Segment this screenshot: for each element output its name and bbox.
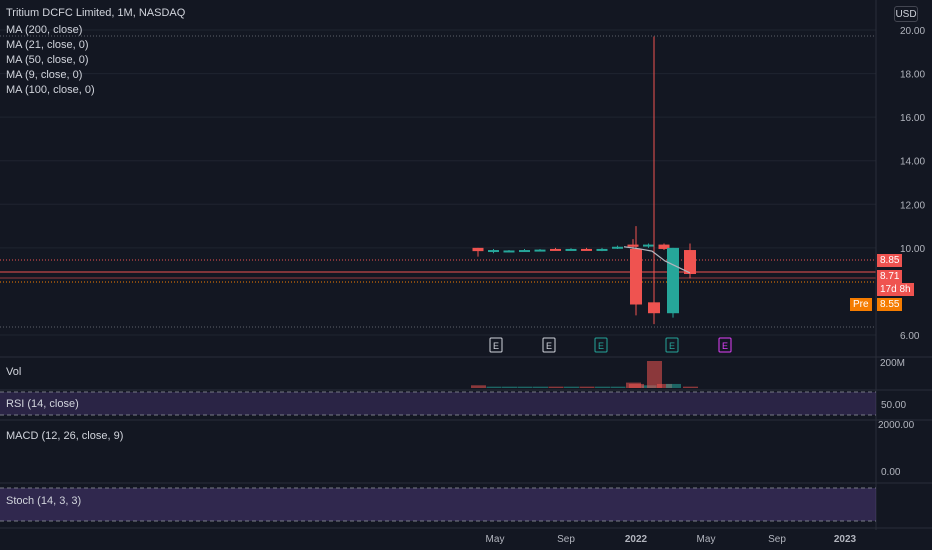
premarket-label: Pre <box>850 298 872 311</box>
vol-pane-label[interactable]: Vol <box>6 366 22 378</box>
premarket-price-tag: 8.55 <box>877 298 903 311</box>
rsi-pane-label[interactable]: RSI (14, close) <box>6 398 79 410</box>
volume-bar <box>647 361 662 388</box>
candle-body <box>667 247 679 314</box>
stoch-band <box>0 488 876 521</box>
volume-bar <box>502 386 517 388</box>
ma-line <box>623 246 691 274</box>
stoch-pane-label[interactable]: Stoch (14, 3, 3) <box>6 495 82 507</box>
x-tick-label: 2023 <box>834 534 857 545</box>
earnings-marker-icon <box>542 337 556 353</box>
currency-button[interactable]: USD <box>894 6 918 22</box>
candle-body <box>503 250 515 253</box>
rsi-axis-label: 50.00 <box>881 400 906 411</box>
candle-body <box>550 248 561 251</box>
x-tick-label: Sep <box>768 534 786 545</box>
candle-body <box>612 246 623 249</box>
volume-bar <box>579 386 595 388</box>
rsi-band <box>0 392 876 415</box>
earnings-marker-label: E <box>546 341 552 351</box>
vol-axis-label: 200M <box>880 358 905 369</box>
macd-pane-label[interactable]: MACD (12, 26, close, 9) <box>6 430 124 442</box>
y-tick-label: 14.00 <box>900 157 925 168</box>
candle-body <box>488 250 499 253</box>
macd-axis-zero: 0.00 <box>881 467 901 478</box>
volume-bar <box>517 386 533 388</box>
earnings-marker-label: E <box>598 341 604 351</box>
candle-body <box>630 248 642 305</box>
volume-bar <box>666 383 681 388</box>
volume-bar <box>657 383 672 388</box>
y-tick-label: 12.00 <box>900 200 925 211</box>
candle-body <box>658 244 670 249</box>
candle-body <box>643 244 654 247</box>
indicator-ma-100[interactable]: MA (100, close, 0) <box>6 84 95 96</box>
volume-bar <box>471 385 486 388</box>
volume-bar <box>548 386 564 388</box>
y-tick-label: 20.00 <box>900 26 925 37</box>
candle-body <box>684 250 696 274</box>
candle-body <box>534 249 546 252</box>
earnings-marker-icon <box>665 337 679 353</box>
earnings-marker-label: E <box>722 341 728 351</box>
candle-body <box>648 302 660 314</box>
last-price-tag: 8.85 <box>877 254 903 267</box>
candle-body <box>596 248 608 251</box>
earnings-marker-label: E <box>669 341 675 351</box>
candle-body <box>519 250 530 253</box>
indicator-ma-9[interactable]: MA (9, close, 0) <box>6 69 83 81</box>
y-tick-label: 6.00 <box>900 331 920 342</box>
volume-bar <box>533 386 548 388</box>
candle-body <box>581 248 592 251</box>
earnings-marker-icon <box>489 337 503 353</box>
volume-bar <box>629 383 644 388</box>
x-tick-label: 2022 <box>625 534 648 545</box>
macd-axis-top: 2000.00 <box>878 420 915 431</box>
x-tick-label: Sep <box>557 534 575 545</box>
indicator-ma-50[interactable]: MA (50, close, 0) <box>6 54 89 66</box>
y-tick-label: 10.00 <box>900 244 925 255</box>
volume-bar <box>610 386 626 388</box>
x-tick-label: May <box>697 534 716 545</box>
volume-bar <box>486 386 502 388</box>
symbol-title[interactable]: Tritium DCFC Limited, 1M, NASDAQ <box>6 7 186 19</box>
indicator-ma-21[interactable]: MA (21, close, 0) <box>6 39 89 51</box>
current-price-tag: 8.71 <box>877 270 903 283</box>
earnings-marker-label: E <box>493 341 499 351</box>
volume-bar <box>595 386 610 388</box>
volume-bar <box>564 386 579 388</box>
indicator-ma-200[interactable]: MA (200, close) <box>6 24 83 36</box>
y-tick-label: 18.00 <box>900 70 925 81</box>
countdown-tag: 17d 8h <box>877 283 914 296</box>
volume-bar <box>683 386 698 388</box>
candle-body <box>627 244 639 247</box>
x-tick-label: May <box>486 534 505 545</box>
earnings-marker-icon <box>594 337 608 353</box>
y-tick-label: 16.00 <box>900 113 925 124</box>
candle-body <box>472 247 484 252</box>
earnings-marker-icon <box>718 337 732 353</box>
candle-body <box>565 248 577 251</box>
